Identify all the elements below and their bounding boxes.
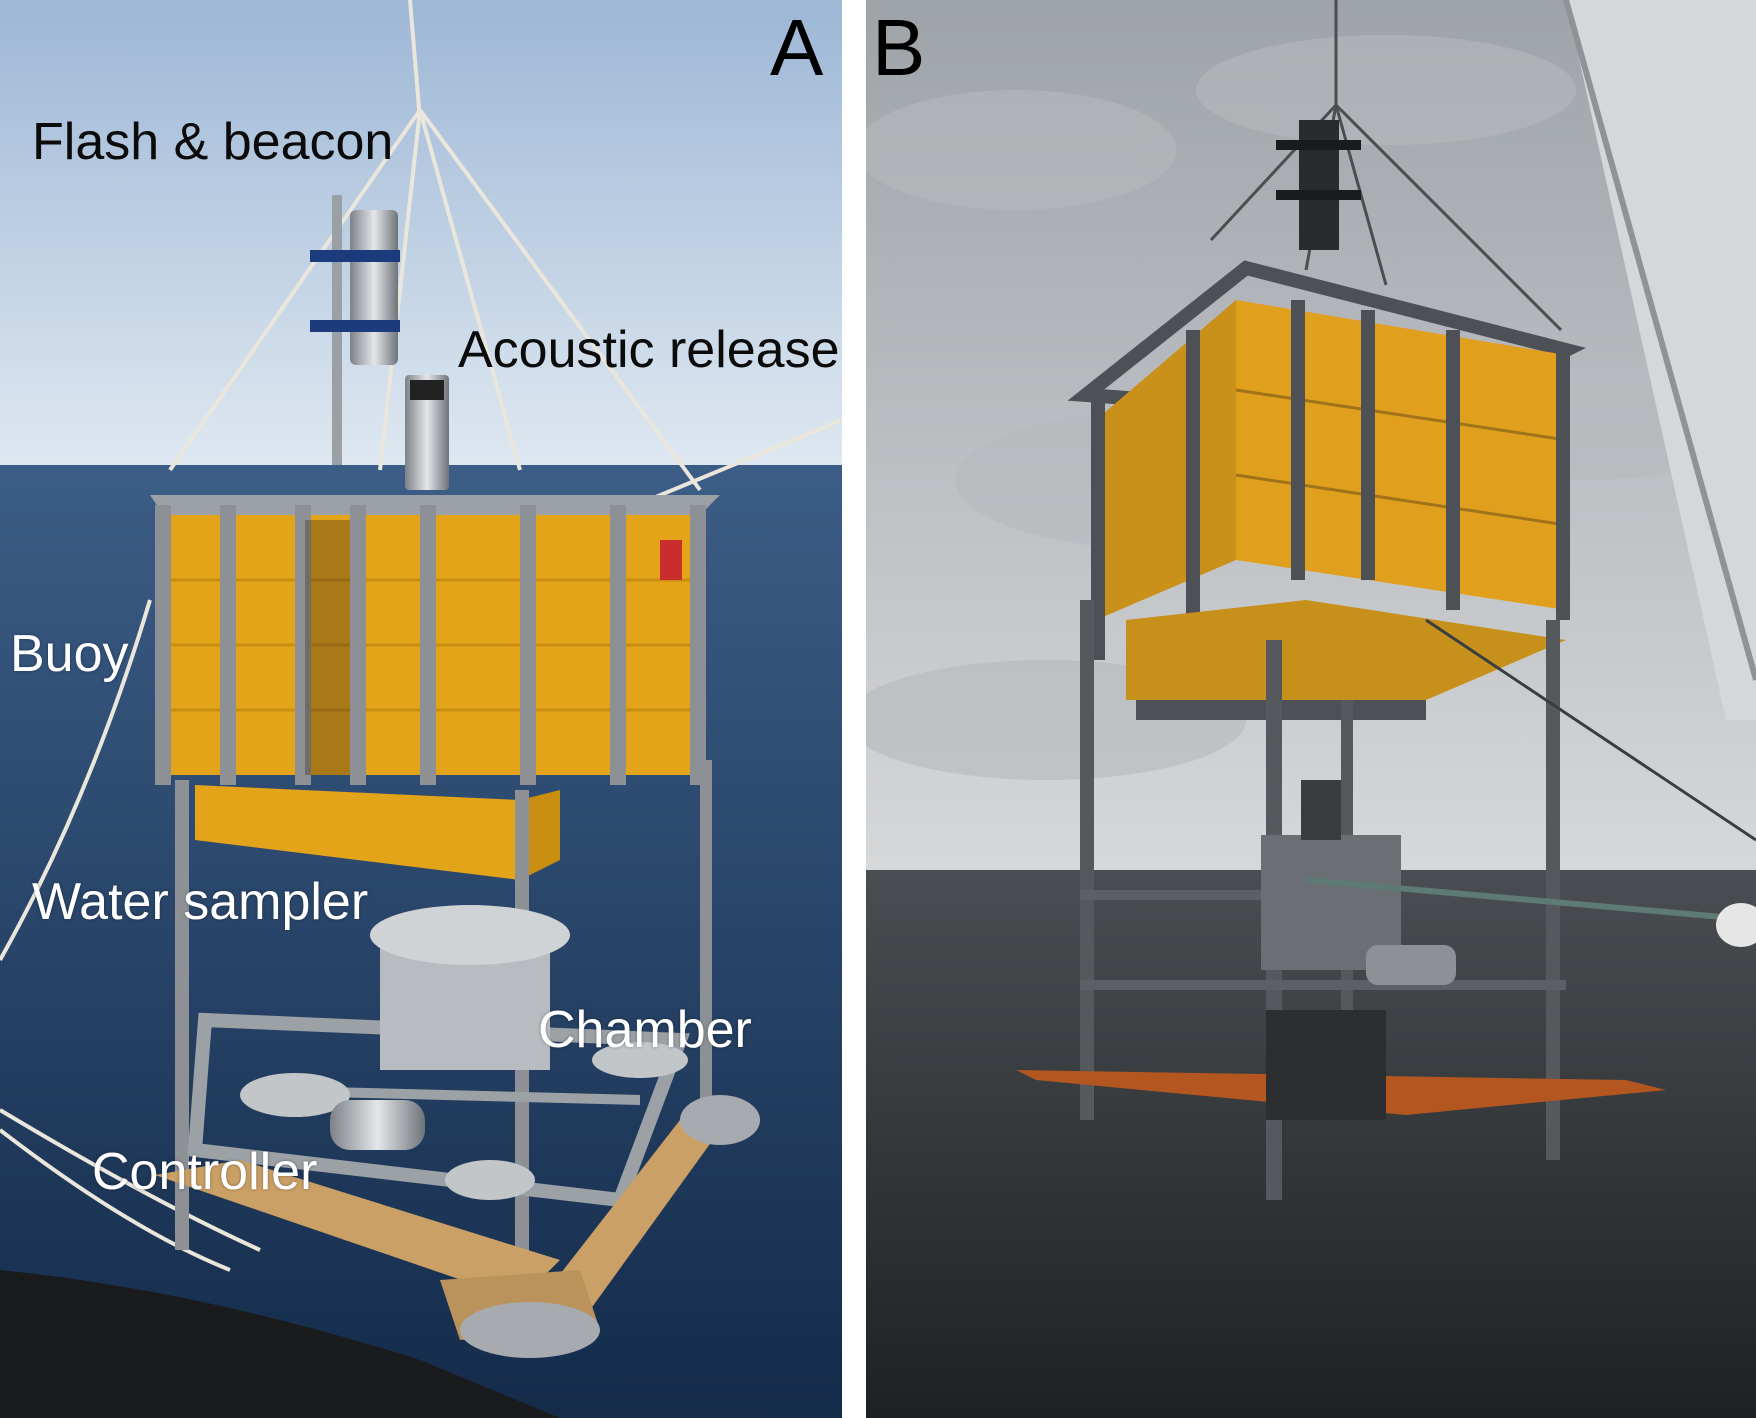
buoy-label: Buoy: [10, 625, 129, 683]
flash-beacon-label: Flash & beacon: [32, 113, 394, 171]
panel-b-photo: B: [866, 0, 1756, 1418]
lander-on-deck-photo: [0, 0, 842, 1418]
water-sampler-label: Water sampler: [32, 873, 369, 931]
panel-a-letter: A: [770, 3, 824, 92]
panel-a-photo: A Flash & beacon Acoustic release Buoy W…: [0, 0, 842, 1418]
panel-b-letter: B: [872, 3, 926, 92]
controller-label: Controller: [92, 1143, 318, 1201]
chamber-label: Chamber: [538, 1001, 752, 1059]
lander-over-sea-photo: [866, 0, 1756, 1418]
acoustic-release-label: Acoustic release: [458, 321, 840, 379]
